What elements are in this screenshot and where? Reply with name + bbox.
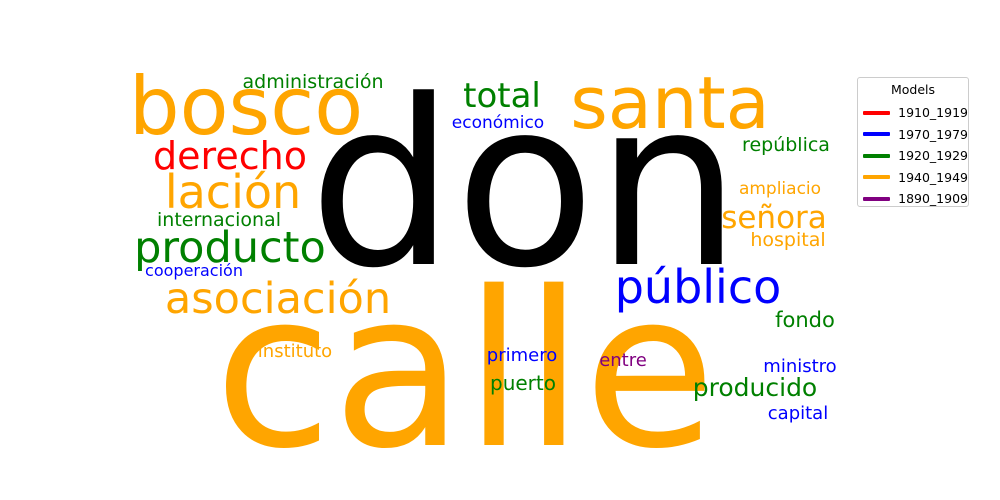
word-cooperación: cooperación	[145, 261, 243, 280]
word-puerto: puerto	[490, 371, 556, 395]
legend-swatch	[863, 196, 891, 201]
word-entre: entre	[599, 350, 647, 371]
word-fondo: fondo	[775, 308, 835, 332]
word-derecho: derecho	[153, 134, 307, 178]
word-producto: producto	[134, 223, 326, 273]
legend-swatch	[863, 153, 891, 158]
word-señora: señora	[721, 200, 827, 236]
word-bosco: bosco	[129, 60, 363, 153]
legend-swatch	[863, 175, 891, 180]
word-internacional: internacional	[157, 209, 281, 231]
legend-item: 1920_1929	[858, 145, 968, 167]
word-don: don	[309, 52, 742, 319]
legend-label: 1940_1949	[898, 169, 968, 185]
word-instituto: instituto	[258, 341, 332, 362]
legend-item: 1890_1909	[858, 188, 968, 210]
word-hospital: hospital	[750, 229, 825, 251]
word-primero: primero	[487, 345, 557, 366]
word-calle: calle	[214, 245, 716, 496]
word-capital: capital	[768, 403, 828, 424]
legend-swatch	[863, 110, 891, 115]
legend: Models 1910_1919 1970_1979 1920_1929 194…	[857, 77, 969, 207]
legend-label: 1910_1919	[898, 105, 968, 121]
legend-item: 1940_1949	[858, 167, 968, 189]
word-administración: administración	[242, 71, 383, 93]
word-total: total	[463, 76, 541, 116]
legend-label: 1920_1929	[898, 148, 968, 164]
word-producido: producido	[693, 373, 817, 402]
legend-label: 1970_1979	[898, 126, 968, 142]
word-ampliacio: ampliacio	[739, 179, 821, 199]
word-lación: lación	[165, 165, 301, 219]
legend-title: Models	[890, 82, 936, 97]
legend-label: 1890_1909	[898, 191, 968, 207]
legend-swatch	[863, 132, 891, 137]
word-asociación: asociación	[165, 274, 391, 324]
word-república: república	[742, 134, 830, 156]
word-santa: santa	[570, 61, 770, 145]
word-público: público	[615, 260, 782, 314]
legend-item: 1910_1919	[858, 102, 968, 124]
word-económico: económico	[452, 113, 544, 133]
legend-item: 1970_1979	[858, 124, 968, 146]
word-ministro: ministro	[763, 356, 836, 377]
